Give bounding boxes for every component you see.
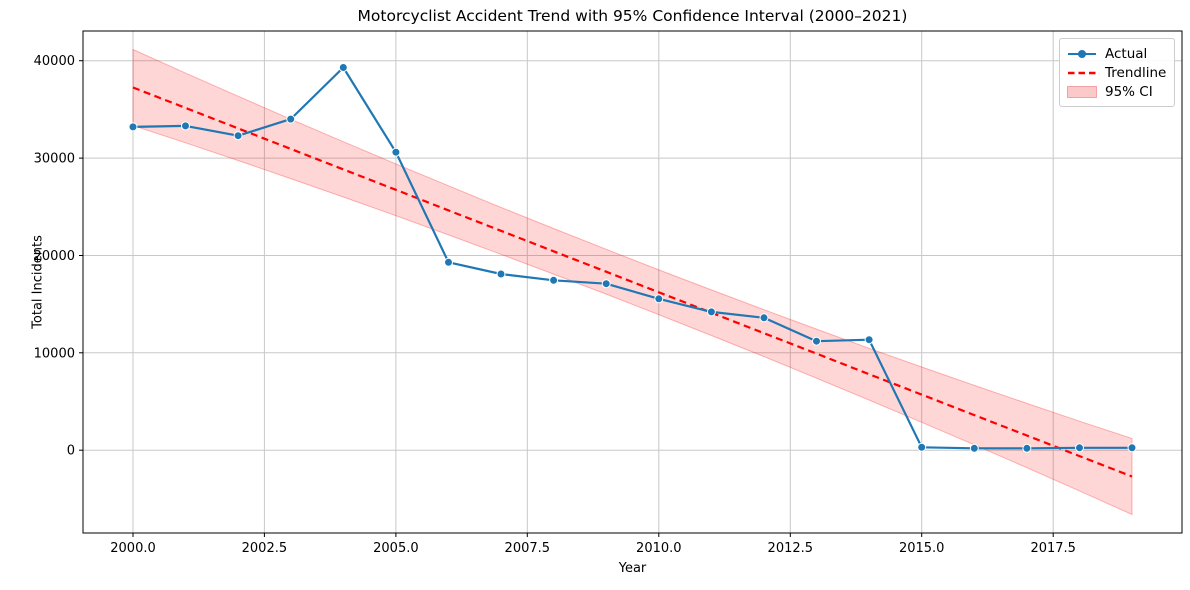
x-tick-label: 2010.0 bbox=[636, 541, 682, 556]
x-tick-label: 2007.5 bbox=[505, 541, 551, 556]
x-tick-label: 2015.0 bbox=[899, 541, 945, 556]
data-point-marker bbox=[444, 257, 453, 267]
data-point-marker bbox=[549, 275, 559, 285]
y-tick-label: 10000 bbox=[34, 346, 75, 361]
data-point-marker bbox=[706, 307, 716, 317]
legend-label-trendline: Trendline bbox=[1105, 64, 1167, 81]
data-point-marker bbox=[286, 114, 296, 124]
legend: Actual Trendline 95% CI bbox=[1059, 38, 1175, 107]
data-point-marker bbox=[338, 63, 348, 72]
data-point-marker bbox=[917, 442, 927, 452]
x-tick-label: 2012.5 bbox=[768, 541, 814, 556]
data-point-marker bbox=[864, 335, 874, 345]
trendline-dash-swatch-icon bbox=[1067, 67, 1097, 79]
confidence-band bbox=[132, 48, 1133, 516]
x-tick-label: 2017.5 bbox=[1030, 541, 1076, 556]
actual-line-swatch-icon bbox=[1067, 48, 1097, 60]
data-point-marker bbox=[233, 131, 243, 141]
legend-label-ci: 95% CI bbox=[1105, 83, 1153, 100]
legend-item-trendline: Trendline bbox=[1067, 63, 1166, 82]
x-axis-label: Year bbox=[618, 561, 647, 576]
x-tick-label: 2000.0 bbox=[110, 541, 156, 556]
data-point-marker bbox=[1075, 443, 1084, 453]
legend-item-ci: 95% CI bbox=[1067, 82, 1166, 101]
legend-label-actual: Actual bbox=[1105, 45, 1148, 62]
y-tick-label: 30000 bbox=[34, 152, 75, 167]
y-tick-label: 0 bbox=[67, 444, 75, 459]
data-point-marker bbox=[1127, 443, 1137, 453]
data-point-marker bbox=[759, 313, 769, 323]
trendline bbox=[132, 86, 1133, 478]
data-point-marker bbox=[1022, 443, 1032, 453]
y-tick-label: 20000 bbox=[34, 249, 75, 264]
y-tick-label: 40000 bbox=[34, 54, 75, 69]
data-point-marker bbox=[812, 336, 821, 346]
legend-item-actual: Actual bbox=[1067, 44, 1166, 63]
x-tick-label: 2005.0 bbox=[373, 541, 419, 556]
data-point-marker bbox=[654, 294, 664, 304]
ci-patch-swatch-icon bbox=[1067, 85, 1097, 98]
data-point-marker bbox=[601, 279, 611, 289]
chart-title: Motorcyclist Accident Trend with 95% Con… bbox=[357, 7, 908, 25]
data-point-marker bbox=[128, 122, 138, 132]
x-tick-label: 2002.5 bbox=[242, 541, 288, 556]
plot-border bbox=[82, 30, 1183, 534]
data-point-marker bbox=[496, 269, 506, 279]
data-point-marker bbox=[969, 443, 979, 453]
data-point-marker bbox=[181, 121, 190, 131]
actual-line bbox=[132, 66, 1132, 450]
data-point-marker bbox=[391, 147, 401, 157]
y-axis-label: Total Incidents bbox=[30, 235, 46, 329]
